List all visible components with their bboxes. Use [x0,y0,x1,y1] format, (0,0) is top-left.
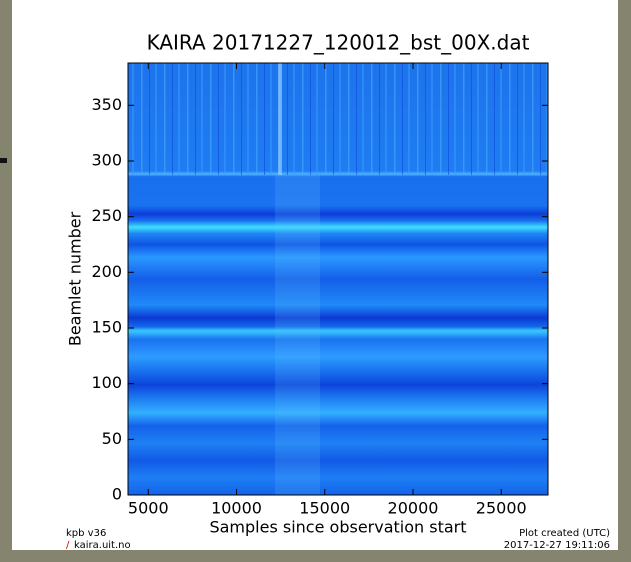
y-tick-label: 50 [102,429,122,448]
credit-slash: / [66,540,70,551]
created-label: Plot created (UTC) [519,528,610,539]
x-tick-label: 15000 [299,499,350,518]
x-tick-label: 20000 [388,499,439,518]
heatmap-texture [278,63,282,175]
heatmap-texture [128,63,548,175]
y-tick-label: 150 [91,317,122,336]
x-tick-label: 25000 [476,499,527,518]
chart-title: KAIRA 20171227_120012_bst_00X.dat [147,31,530,55]
heatmap-texture [275,175,320,495]
credit: kpb v36 [66,528,106,539]
y-tick-label: 0 [112,485,122,504]
credit-url: kaira.uit.no [74,540,131,551]
x-tick-label: 5000 [128,499,169,518]
y-tick-label: 250 [91,206,122,225]
x-axis-label: Samples since observation start [209,518,466,537]
x-tick-label: 10000 [211,499,262,518]
created-time: 2017-12-27 19:11:06 [504,540,610,551]
y-axis-label: Beamlet number [66,211,85,346]
plot-area [127,62,549,496]
y-tick-label: 200 [91,262,122,281]
mark [0,158,7,163]
y-tick-label: 350 [91,95,122,114]
y-tick-label: 100 [91,373,122,392]
y-tick-label: 300 [91,150,122,169]
plot-frame [127,62,549,496]
